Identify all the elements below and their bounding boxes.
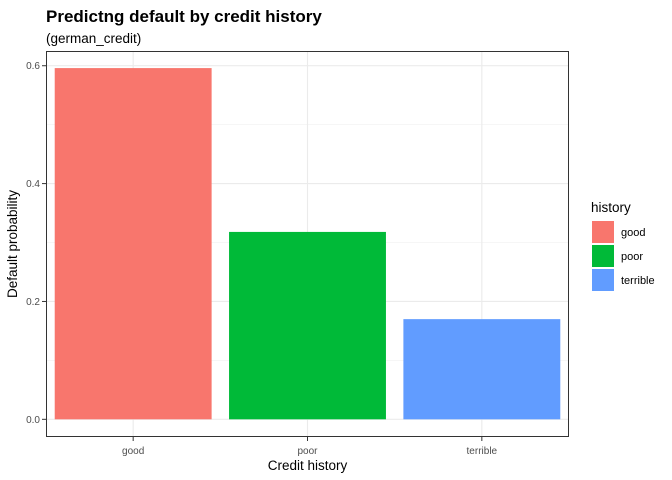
y-tick-label: 0.4 [26,179,40,190]
y-tick-label: 0.2 [26,297,40,308]
legend-key-poor [592,245,614,267]
x-tick-label: terrible [467,446,498,457]
x-tick-label: poor [297,446,318,457]
legend-title: history [591,200,631,215]
y-tick-label: 0.0 [26,415,40,426]
legend-key-terrible [592,269,614,291]
x-tick-label: good [122,446,144,457]
legend-label-terrible: terrible [621,275,655,287]
bar-poor [229,231,386,420]
legend-label-poor: poor [621,251,643,263]
legend-label-good: good [621,227,645,239]
plot-border [46,51,569,437]
x-axis-title: Credit history [268,458,348,473]
legend: history good poor terrible [591,200,655,291]
y-tick-label: 0.6 [26,61,40,72]
y-axis: 0.0 0.2 0.4 0.6 [26,61,46,426]
legend-key-good [592,221,614,243]
bar-good [54,68,212,420]
chart-title: Predictng default by credit history [46,7,322,26]
bars [54,68,561,420]
x-axis: good poor terrible [122,437,498,457]
bar-terrible [403,319,561,420]
chart-subtitle: (german_credit) [46,31,141,46]
y-axis-title: Default probability [5,190,20,298]
